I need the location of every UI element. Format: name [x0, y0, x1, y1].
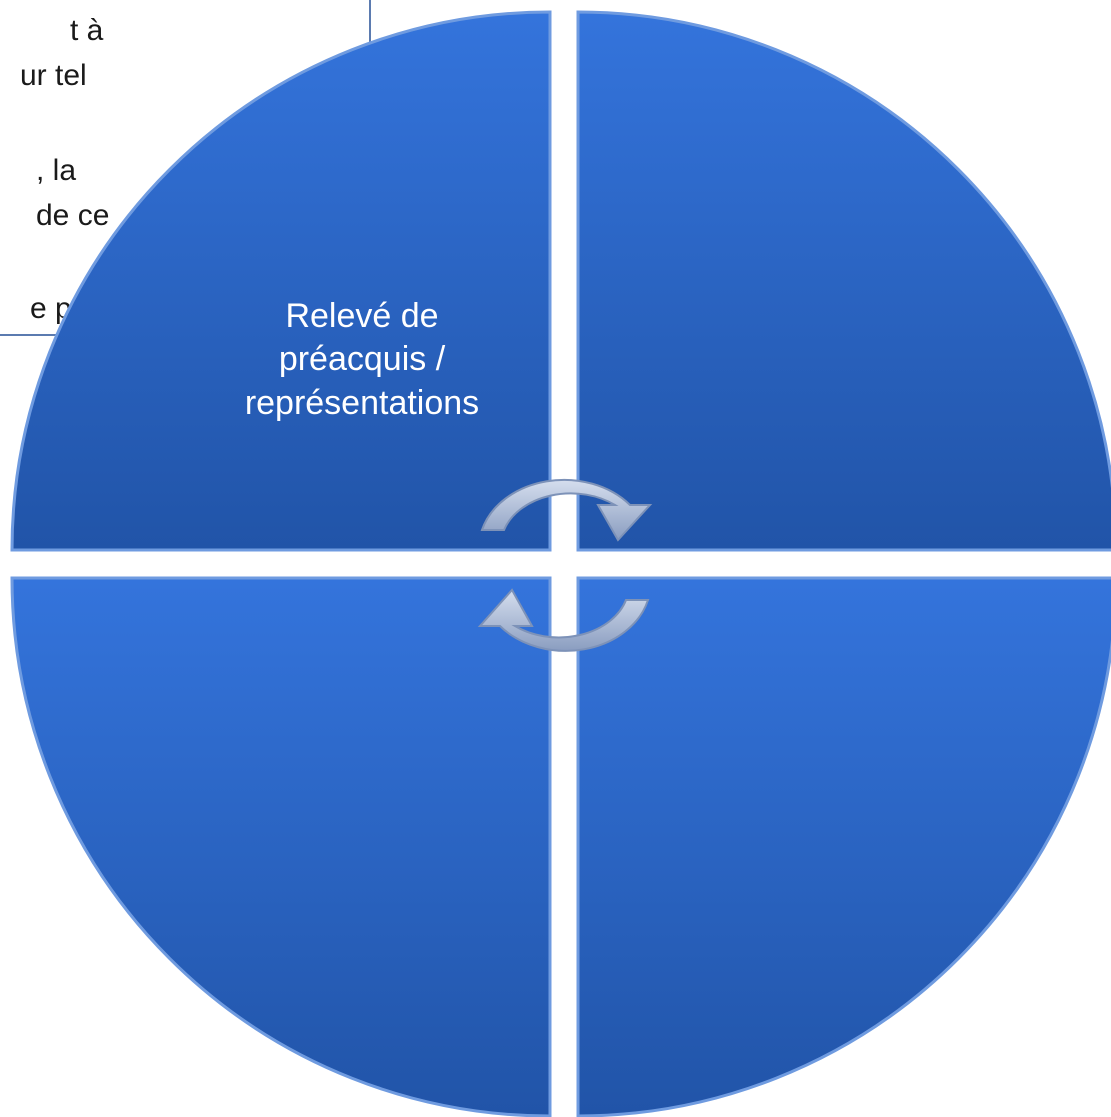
quadrant: [576, 576, 1111, 1117]
label-line: représentations: [245, 384, 479, 422]
label-line: Relevé de: [285, 297, 438, 335]
quadrant: [10, 576, 552, 1117]
cycle-arrow: [480, 478, 653, 542]
cycle-arrow: [477, 588, 650, 652]
label-line: préacquis /: [279, 340, 446, 378]
text-box: t à ur tel , la de ce … e pa: [0, 0, 371, 336]
quadrant: [576, 10, 1111, 552]
text-line: de ce: [36, 199, 109, 232]
text-line: , la: [36, 154, 76, 187]
text-line: ur tel: [20, 59, 87, 92]
node-label: Relevé de préacquis / représentations: [245, 297, 479, 422]
text-line: t à: [70, 14, 104, 47]
quadrant: [10, 10, 552, 552]
